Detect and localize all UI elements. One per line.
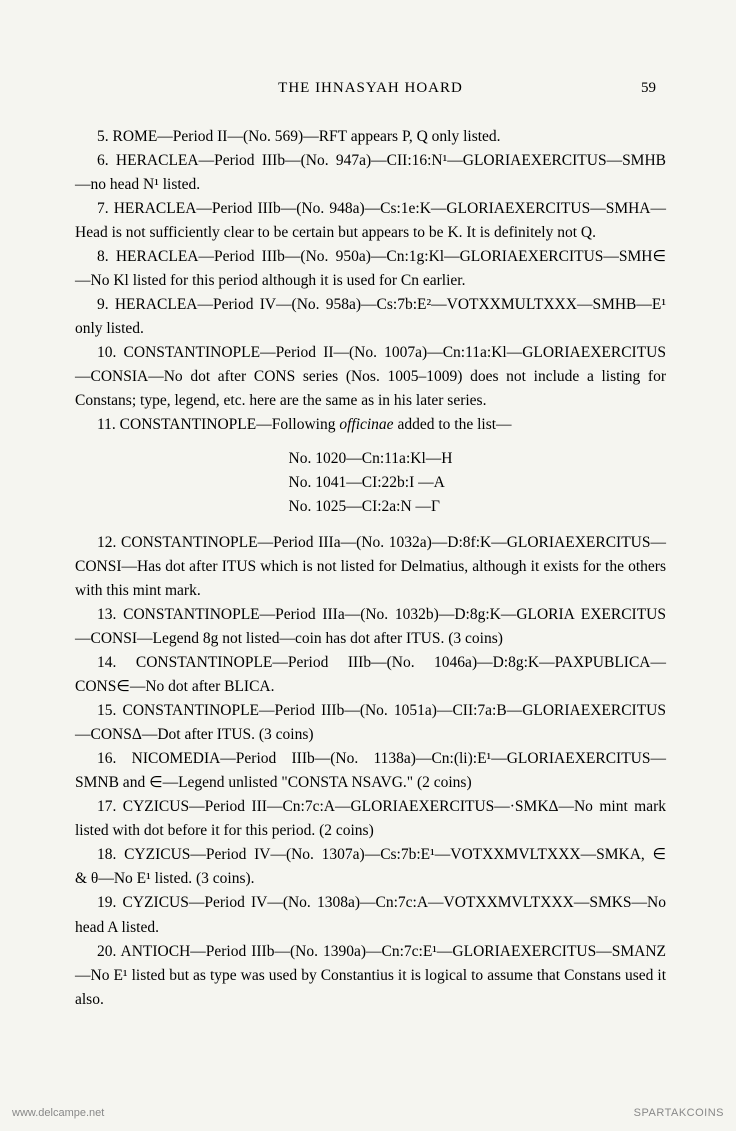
entry-15: 15. CONSTANTINOPLE—Period IIIb—(No. 1051… xyxy=(75,699,666,747)
center-block: No. 1020—Cn:11a:Kl—H No. 1041—CI:22b:I —… xyxy=(75,447,666,519)
page-number: 59 xyxy=(641,80,656,97)
entry-8: 8. HERACLEA—Period IIIb—(No. 950a)—Cn:1g… xyxy=(75,245,666,293)
center-line-3: No. 1025—CI:2a:N —Γ xyxy=(289,495,453,519)
watermark-left: www.delcampe.net xyxy=(12,1107,104,1119)
entry-11-prefix: 11. CONSTANTINOPLE—Following xyxy=(97,416,339,433)
entry-5: 5. ROME—Period II—(No. 569)—RFT appears … xyxy=(75,125,666,149)
entry-11: 11. CONSTANTINOPLE—Following officinae a… xyxy=(75,413,666,437)
entry-20: 20. ANTIOCH—Period IIIb—(No. 1390a)—Cn:7… xyxy=(75,940,666,1012)
entry-16: 16. NICOMEDIA—Period IIIb—(No. 1138a)—Cn… xyxy=(75,747,666,795)
entry-17: 17. CYZICUS—Period III—Cn:7c:A—GLORIAEXE… xyxy=(75,795,666,843)
entry-10: 10. CONSTANTINOPLE—Period II—(No. 1007a)… xyxy=(75,341,666,413)
entry-6: 6. HERACLEA—Period IIIb—(No. 947a)—CII:1… xyxy=(75,149,666,197)
center-line-1: No. 1020—Cn:11a:Kl—H xyxy=(289,447,453,471)
entry-12: 12. CONSTANTINOPLE—Period IIIa—(No. 1032… xyxy=(75,531,666,603)
watermark-right: SPARTAKCOINS xyxy=(634,1107,724,1119)
entry-18: 18. CYZICUS—Period IV—(No. 1307a)—Cs:7b:… xyxy=(75,843,666,891)
center-lines: No. 1020—Cn:11a:Kl—H No. 1041—CI:22b:I —… xyxy=(289,447,453,519)
entry-7: 7. HERACLEA—Period IIIb—(No. 948a)—Cs:1e… xyxy=(75,197,666,245)
center-line-2: No. 1041—CI:22b:I —A xyxy=(289,471,453,495)
header-title: THE IHNASYAH HOARD xyxy=(75,80,666,97)
entry-19: 19. CYZICUS—Period IV—(No. 1308a)—Cn:7c:… xyxy=(75,891,666,939)
entry-14: 14. CONSTANTINOPLE—Period IIIb—(No. 1046… xyxy=(75,651,666,699)
entry-9: 9. HERACLEA—Period IV—(No. 958a)—Cs:7b:E… xyxy=(75,293,666,341)
page-header: THE IHNASYAH HOARD 59 xyxy=(75,80,666,97)
entry-11-suffix: added to the list— xyxy=(394,416,512,433)
entry-13: 13. CONSTANTINOPLE—Period IIIa—(No. 1032… xyxy=(75,603,666,651)
entry-11-italic: officinae xyxy=(339,416,393,433)
